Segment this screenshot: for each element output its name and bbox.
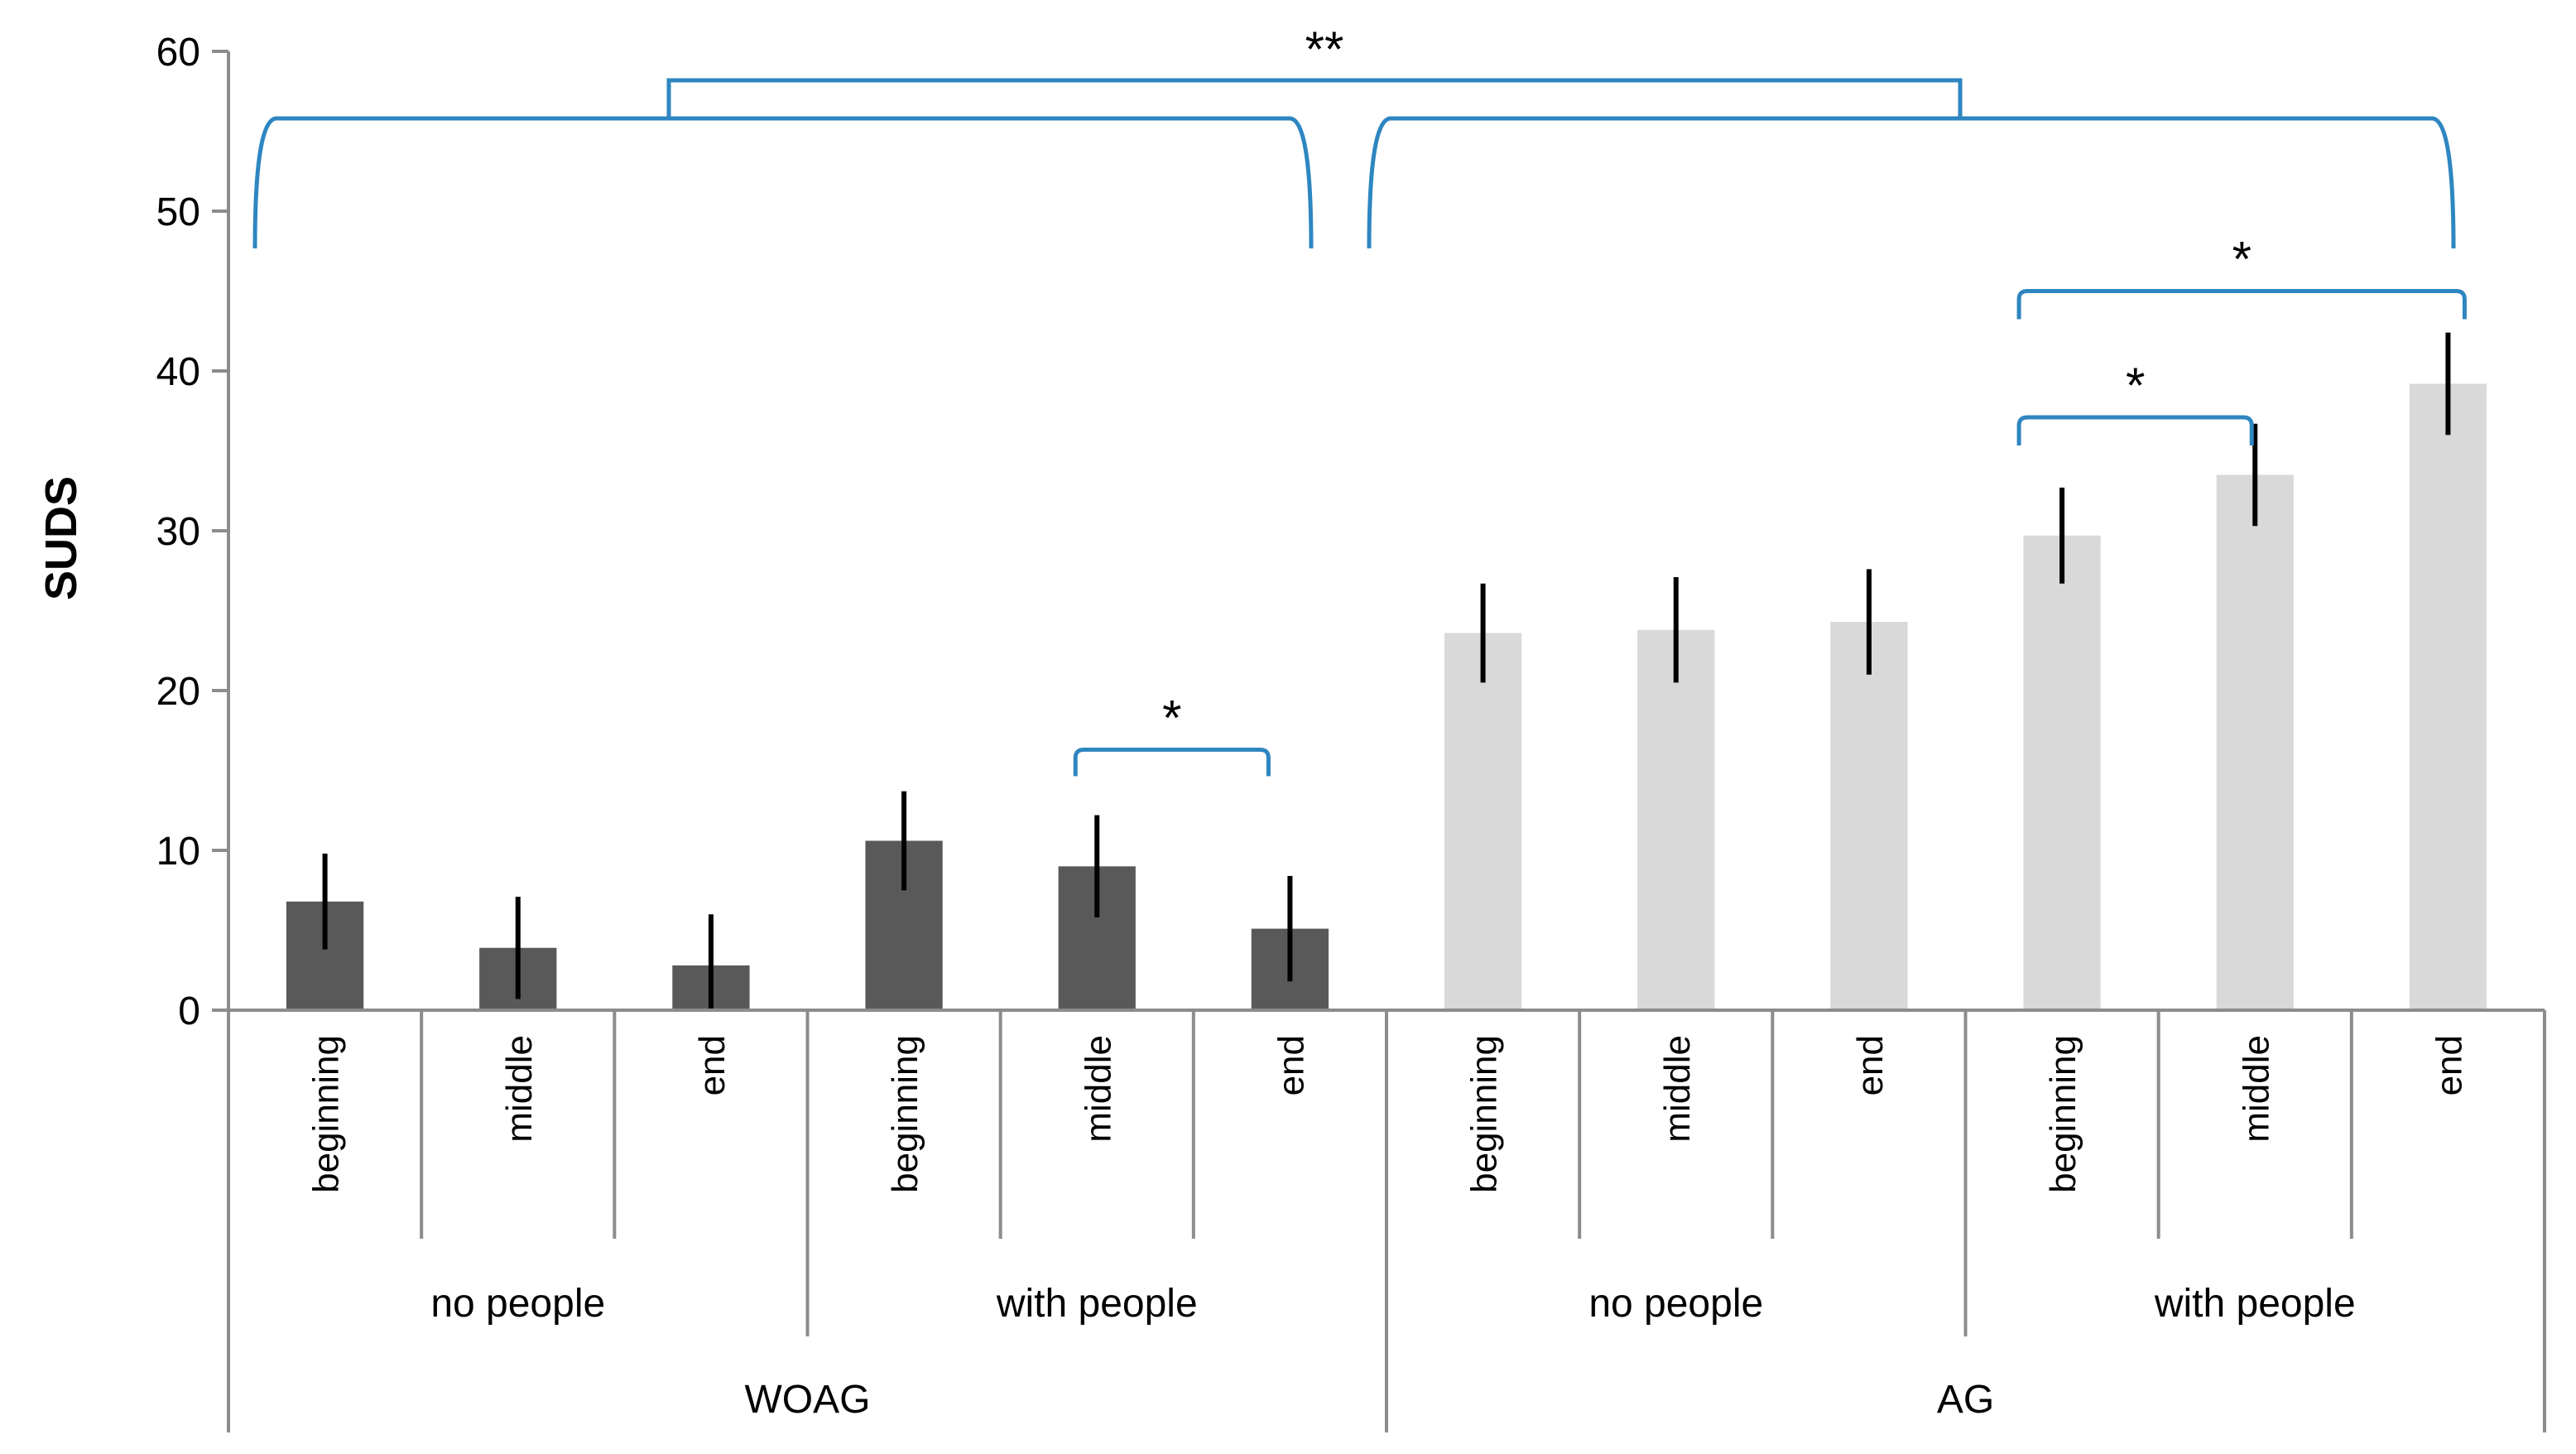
x-category-label: beginning [2043,1035,2083,1193]
bar-ag-no-people-middle [1637,629,1715,1010]
x-category-label: end [692,1035,733,1095]
sig-bracket-woag-middle-end [1073,747,1271,777]
sig-bracket-woag-vs-ag-label: ** [1305,22,1344,77]
y-tick-label: 40 [156,350,200,394]
x-category-label: beginning [1464,1035,1505,1193]
sig-bracket-woag-middle-end-label: * [1162,690,1181,745]
significance-brackets: ***** [252,22,2467,777]
y-tick-label: 50 [156,190,200,234]
y-axis-label: SUDS [36,476,86,600]
bar-ag-with-people-beginning [2023,535,2101,1010]
x-category-label: middle [499,1035,540,1143]
y-tick-label: 10 [156,830,200,874]
y-tick-label: 30 [156,510,200,554]
x-category-label: middle [1078,1035,1118,1143]
sig-bracket-ag-beginning-end [2016,289,2467,320]
x-category-label: middle [1657,1035,1698,1143]
sig-bracket-woag-vs-ag [666,78,1963,118]
x-category-label: end [1850,1035,1891,1095]
curly-bracket-woag [252,116,1314,249]
y-axis: 0 10 20 30 40 50 60 [156,31,230,1033]
bar-ag-no-people-end [1830,622,1908,1010]
sig-bracket-ag-beginning-end-label: * [2232,232,2252,287]
y-tick-label: 0 [178,989,200,1033]
curly-bracket-ag [1367,116,2456,249]
bar-ag-with-people-middle [2216,474,2294,1010]
error-bars [322,332,2451,1010]
x-category-label: end [1271,1035,1311,1095]
x-subgroup-label: no people [430,1282,605,1326]
sig-bracket-ag-beginning-middle [2016,415,2254,445]
sig-bracket-ag-beginning-middle-label: * [2126,358,2145,413]
bars [286,383,2487,1010]
x-axis: beginning middle end beginning middle end begi… [227,1009,2546,1432]
x-subgroup-label: no people [1588,1282,1763,1326]
x-category-label: middle [2236,1035,2276,1143]
x-category-label: end [2429,1035,2469,1095]
bar-ag-with-people-end [2409,383,2487,1010]
y-tick-label: 60 [156,31,200,75]
x-subgroup-label: with people [2154,1282,2356,1326]
x-subgroup-label: with people [996,1282,1198,1326]
bar-ag-no-people-beginning [1444,633,1522,1010]
x-category-label: beginning [885,1035,925,1193]
x-group-label: AG [1937,1378,1994,1422]
x-category-label: beginning [306,1035,347,1193]
x-group-label: WOAG [745,1378,871,1422]
y-tick-label: 20 [156,670,200,714]
